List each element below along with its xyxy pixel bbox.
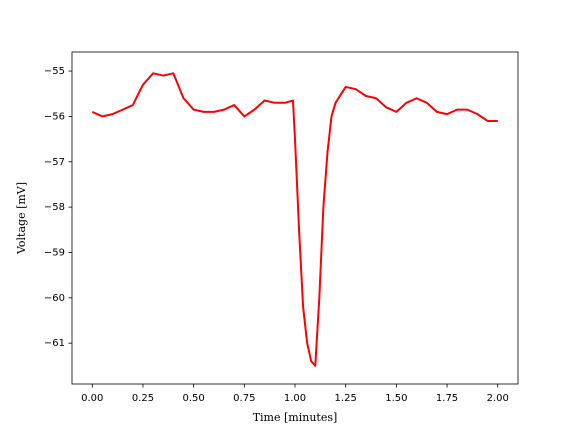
y-tick-label: −61 — [44, 338, 65, 349]
plot-frame — [71, 51, 519, 385]
y-tick-label: −60 — [44, 293, 65, 304]
x-tick-label: 1.00 — [284, 393, 306, 404]
x-tick-label: 0.75 — [233, 393, 255, 404]
x-tick-label: 0.00 — [81, 393, 103, 404]
y-tick-label: −58 — [44, 202, 65, 213]
y-tick-label: −56 — [44, 111, 65, 122]
y-tick-label: −55 — [44, 66, 65, 77]
x-tick-label: 1.75 — [436, 393, 458, 404]
x-tick-label: 0.25 — [132, 393, 154, 404]
y-axis-label: Voltage [mV] — [15, 182, 28, 255]
y-tick-label: −57 — [44, 157, 65, 168]
x-tick-label: 2.00 — [487, 393, 509, 404]
x-tick-label: 0.50 — [183, 393, 205, 404]
x-tick-label: 1.50 — [385, 393, 407, 404]
y-tick-label: −59 — [44, 247, 65, 258]
x-axis-label: Time [minutes] — [253, 411, 338, 424]
x-tick-label: 1.25 — [335, 393, 357, 404]
data-line — [91, 72, 498, 367]
